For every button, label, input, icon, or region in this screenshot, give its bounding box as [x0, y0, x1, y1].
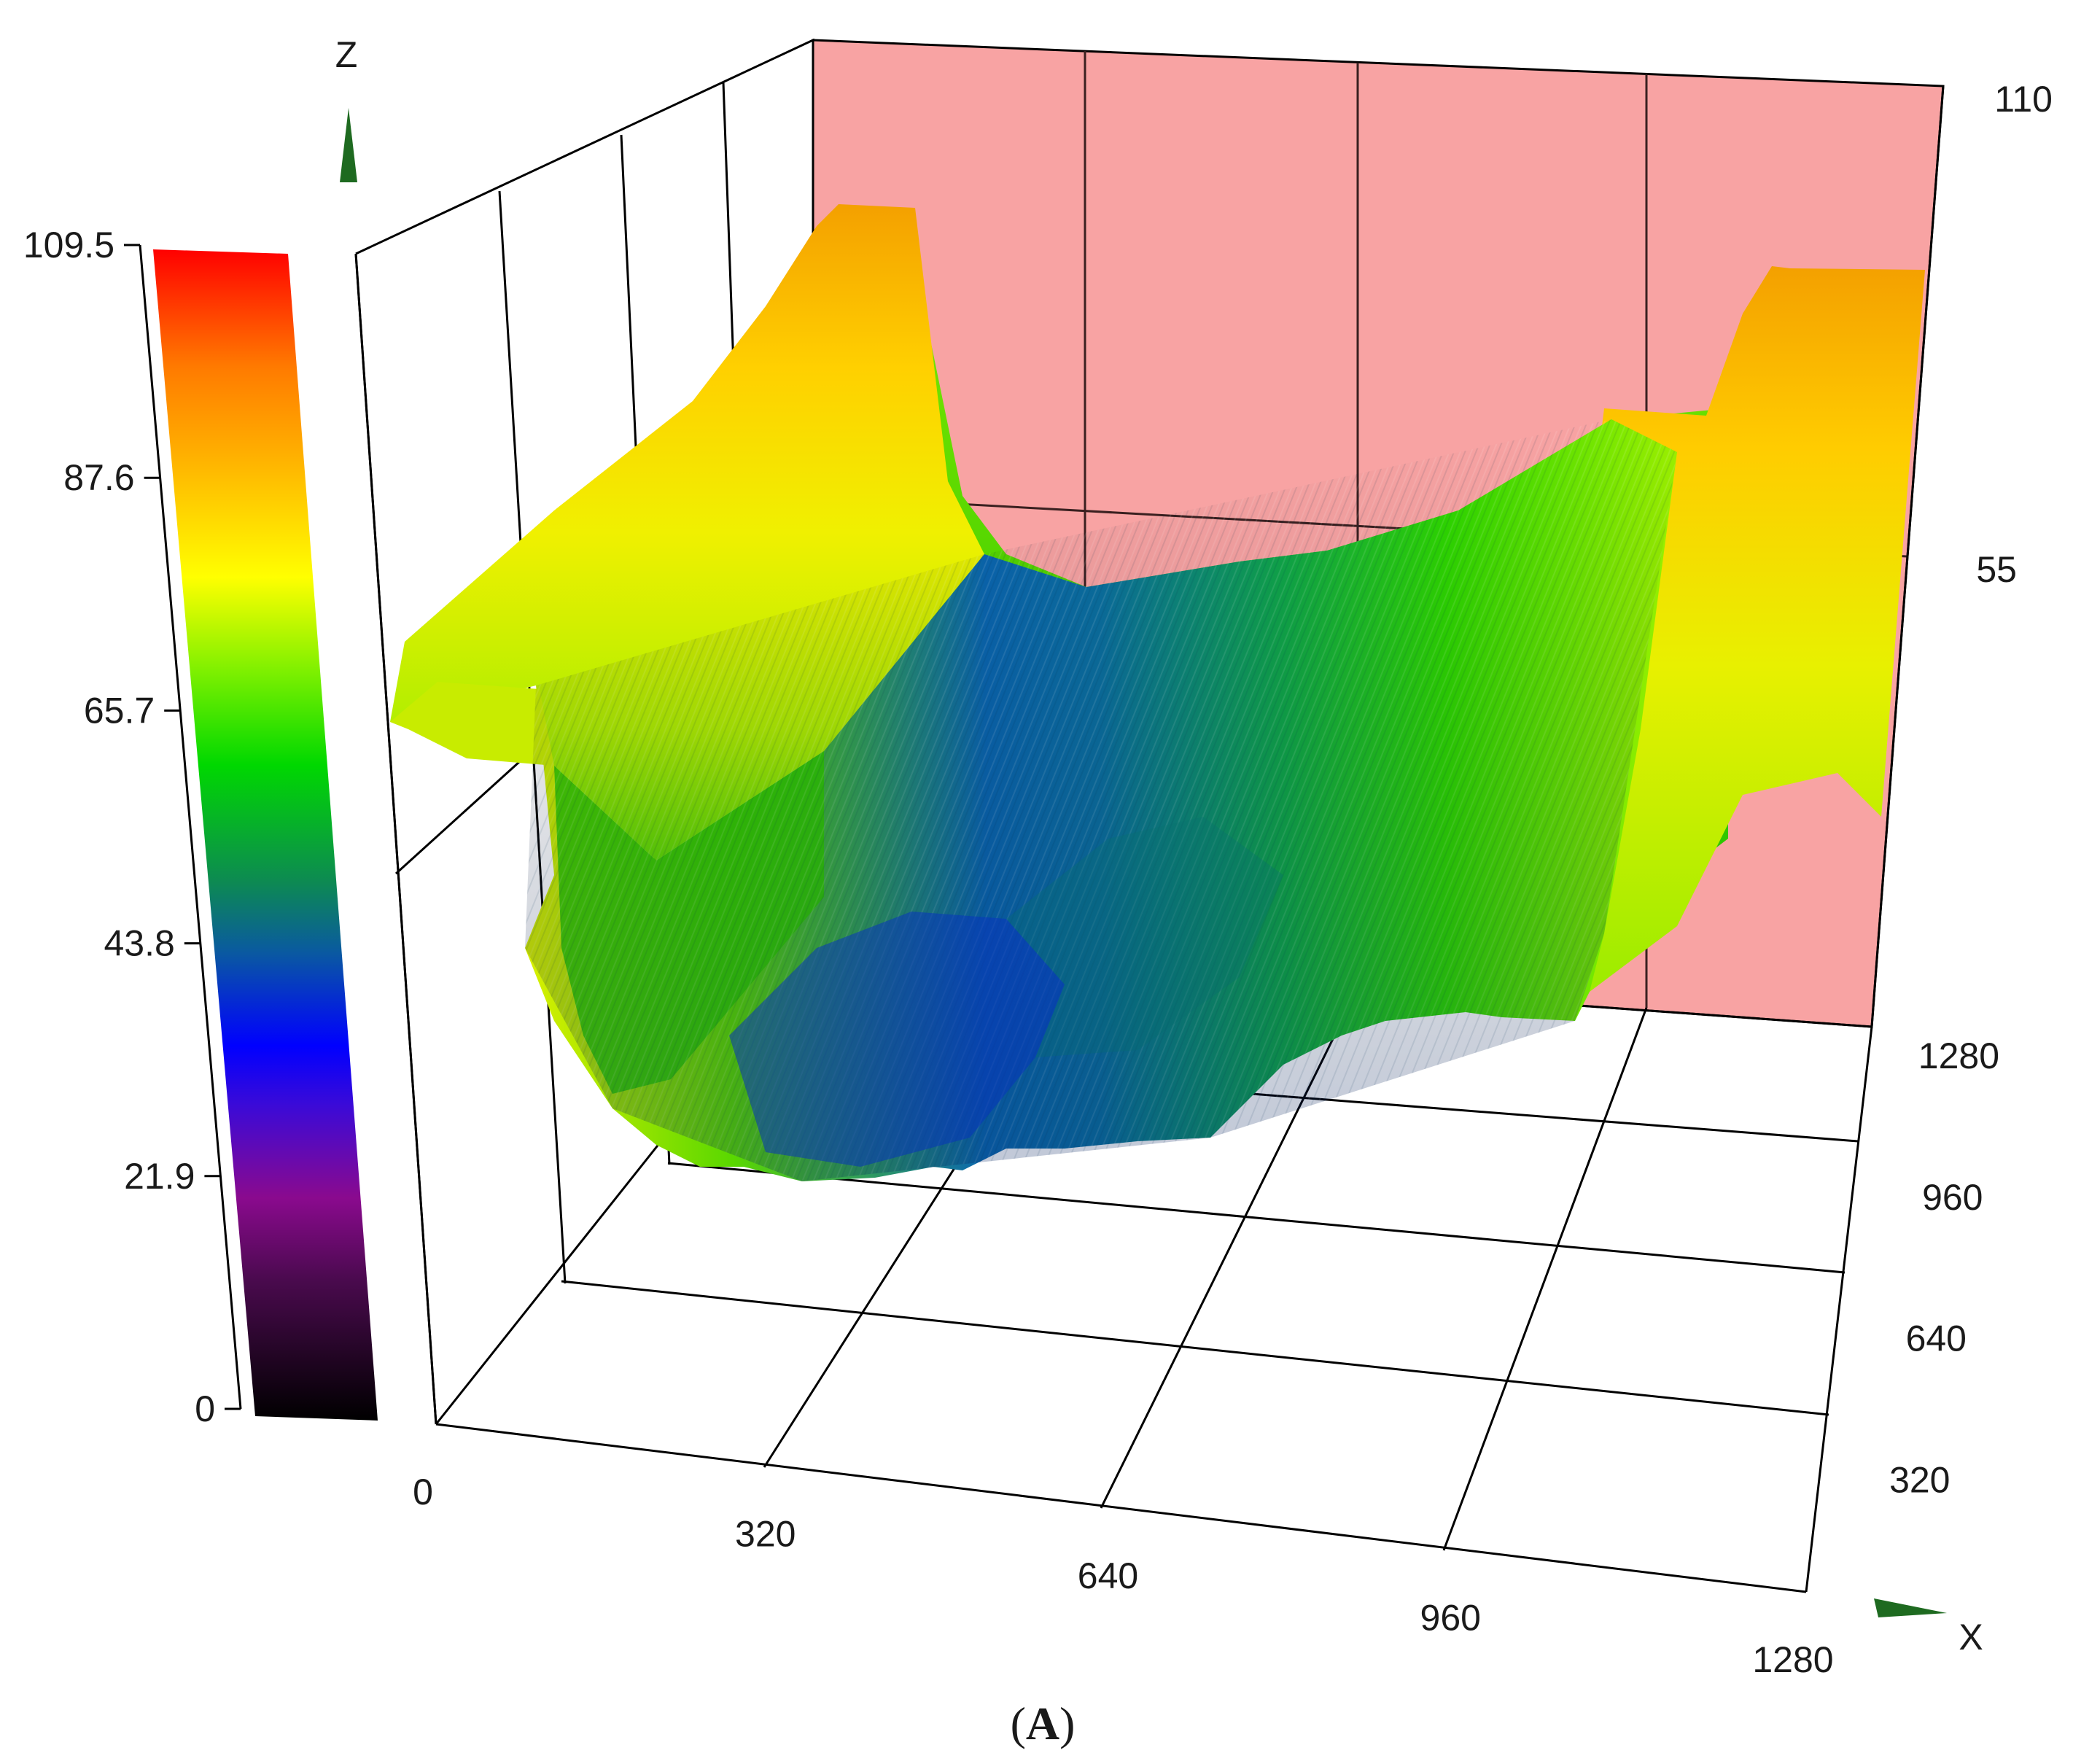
x-axis-arrow	[1874, 1598, 1947, 1617]
colorbar-tick-label: 0	[195, 1388, 215, 1429]
floor-grid	[435, 949, 1873, 1593]
z-tick-label: 110	[1994, 79, 2053, 120]
axis-ticks: 0 320 640 960 1280 320 640 960 1280 55 110	[413, 79, 2053, 1680]
z-tick-label: 55	[1976, 549, 2017, 590]
colorbar-ticks: 0 21.9 43.8 65.7 87.6 109.5	[23, 225, 241, 1429]
colorbar-tick-label: 21.9	[124, 1156, 195, 1197]
y-tick-label: 1280	[1918, 1036, 1999, 1076]
x-tick-label: 640	[1078, 1555, 1138, 1596]
surface	[390, 204, 1925, 1181]
colorbar-tick-label: 87.6	[63, 457, 134, 498]
surface-front-shade	[525, 419, 1677, 1181]
colorbar-tick-label: 109.5	[23, 225, 114, 265]
surface-left-dip	[390, 682, 554, 766]
y-tick-label: 320	[1889, 1459, 1950, 1500]
x-tick-label: 320	[735, 1514, 796, 1555]
colorbar-tick-label: 65.7	[84, 690, 155, 731]
x-tick-label: 0	[413, 1472, 433, 1512]
y-tick-label: 640	[1906, 1318, 1967, 1359]
y-tick-label: 960	[1922, 1177, 1983, 1218]
x-axis-label: X	[1959, 1617, 1983, 1658]
colorbar-tick-label: 43.8	[104, 923, 174, 964]
z-axis-arrow	[340, 108, 357, 182]
x-tick-label: 1280	[1752, 1639, 1833, 1680]
colorbar: 0 21.9 43.8 65.7 87.6 109.5	[23, 225, 378, 1429]
x-tick-label: 960	[1420, 1598, 1481, 1639]
z-axis-label: Z	[335, 34, 358, 75]
panel-label: (A)	[1011, 1698, 1076, 1749]
front-frame	[354, 85, 1945, 1425]
colorbar-gradient	[153, 249, 378, 1421]
